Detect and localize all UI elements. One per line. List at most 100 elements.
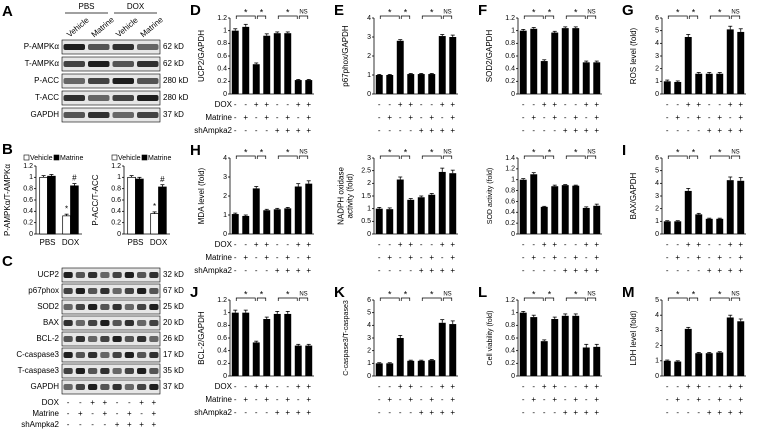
bar — [375, 75, 383, 94]
blot-size-label: 67 kD — [163, 286, 184, 295]
significance-label: * — [244, 147, 248, 157]
condition-sign: + — [552, 395, 557, 404]
condition-sign: - — [585, 113, 588, 122]
bar — [572, 28, 580, 95]
significance-label: * — [574, 289, 578, 299]
blot-band — [75, 352, 85, 358]
condition-sign: - — [399, 266, 402, 275]
y-tick-label: 1 — [367, 72, 371, 79]
condition-sign: - — [666, 266, 669, 275]
condition-sign: - — [255, 113, 258, 122]
blot-size-label: 62 kD — [163, 42, 184, 51]
blot-band — [88, 288, 98, 294]
condition-sign: - — [388, 126, 391, 135]
significance-label: * — [718, 147, 722, 157]
x-tick-label: PBS — [127, 238, 143, 247]
group-label: DOX — [127, 2, 145, 11]
significance-bracket — [421, 297, 442, 301]
blot-band — [63, 304, 73, 310]
condition-sign: + — [450, 126, 455, 135]
significance-label: * — [676, 147, 680, 157]
condition-sign: + — [675, 395, 680, 404]
condition-sign: + — [563, 408, 568, 417]
y-tick-label: 0.6 — [23, 197, 33, 204]
y-tick-label: 0.6 — [505, 335, 515, 342]
condition-sign: - — [708, 240, 711, 249]
y-tick-label: 1 — [223, 310, 227, 317]
condition-sign: - — [441, 113, 444, 122]
lane-label: Vehicle — [65, 15, 91, 39]
bar — [294, 80, 302, 94]
condition-sign: - — [244, 266, 247, 275]
condition-sign: + — [552, 113, 557, 122]
y-tick-label: 1.2 — [505, 297, 515, 304]
y-tick-label: 0.5 — [361, 218, 371, 225]
blot-band — [75, 272, 85, 278]
blot-strip — [61, 56, 161, 72]
condition-sign: + — [584, 240, 589, 249]
blot-strip — [61, 267, 161, 283]
bar — [737, 31, 745, 94]
bar — [519, 30, 527, 95]
condition-label: shAmpka2 — [194, 408, 232, 417]
bar — [674, 361, 682, 376]
significance-label: NS — [299, 150, 307, 156]
condition-sign: + — [573, 253, 578, 262]
y-tick-label: 1 — [511, 28, 515, 35]
bar — [663, 221, 671, 234]
condition-sign: + — [275, 266, 280, 275]
blot-band — [100, 336, 110, 342]
y-tick-label: 0 — [29, 231, 33, 238]
significance-bracket — [400, 155, 411, 159]
condition-sign: + — [717, 253, 722, 262]
condition-sign: + — [738, 266, 743, 275]
significance-label: * — [244, 289, 248, 299]
significance-bracket — [442, 15, 453, 19]
condition-sign: - — [297, 253, 300, 262]
significance-label: * — [286, 147, 290, 157]
condition-label: DOX — [215, 100, 233, 109]
significance-label: * — [260, 289, 264, 299]
condition-sign: - — [543, 126, 546, 135]
condition-sign: - — [574, 240, 577, 249]
blot-band — [100, 352, 110, 358]
condition-label: shAmpka2 — [194, 126, 232, 135]
x-tick-label: DOX — [62, 238, 80, 247]
legend-swatch — [111, 154, 118, 161]
condition-sign: + — [408, 240, 413, 249]
y-tick-label: 5 — [655, 297, 659, 304]
bar — [417, 74, 425, 94]
blot-size-label: 280 kD — [163, 76, 189, 85]
condition-sign: + — [584, 266, 589, 275]
significance-label: * — [548, 7, 552, 17]
condition-sign: + — [552, 100, 557, 109]
significance-label: * — [430, 7, 434, 17]
bar — [663, 360, 671, 376]
blot-row-label: C-caspase3 — [16, 350, 59, 359]
y-tick-label: 4 — [223, 155, 227, 162]
condition-sign: - — [430, 100, 433, 109]
blot-band — [75, 336, 85, 342]
y-tick-label: 1 — [655, 358, 659, 365]
condition-sign: - — [687, 126, 690, 135]
panel-label: I — [622, 142, 626, 159]
significance-bracket — [256, 155, 267, 159]
significance-label: NS — [299, 10, 307, 16]
blot-band — [112, 44, 134, 50]
y-tick-label: 2 — [367, 180, 371, 187]
blot-row-label: T-ACC — [35, 93, 59, 102]
bar — [530, 317, 538, 376]
condition-sign: - — [234, 382, 237, 391]
significance-label: * — [430, 147, 434, 157]
condition-sign: - — [67, 398, 70, 407]
blot-size-label: 32 kD — [163, 270, 184, 279]
condition-sign: - — [676, 100, 679, 109]
condition-sign: + — [450, 100, 455, 109]
condition-sign: - — [564, 100, 567, 109]
condition-label: Matrine — [205, 395, 232, 404]
blot-band — [75, 304, 85, 310]
y-tick-label: 3 — [655, 327, 659, 334]
bar — [396, 179, 404, 234]
condition-sign: + — [429, 266, 434, 275]
condition-sign: - — [265, 126, 268, 135]
